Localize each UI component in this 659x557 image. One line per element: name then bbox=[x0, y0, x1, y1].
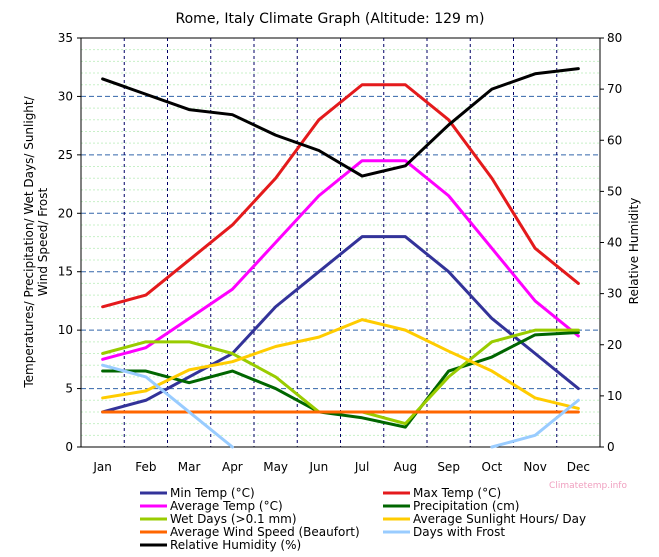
right-tick-label: 70 bbox=[607, 82, 622, 96]
left-axis-title-line1: Temperatures/ Precipitation/ Wet Days/ S… bbox=[22, 95, 36, 388]
grid bbox=[81, 38, 600, 447]
legend-label: Average Temp (°C) bbox=[170, 499, 283, 513]
legend-label: Wet Days (>0.1 mm) bbox=[170, 512, 297, 526]
x-tick-label: Oct bbox=[482, 460, 503, 474]
right-tick-label: 30 bbox=[607, 287, 622, 301]
left-tick-label: 35 bbox=[58, 31, 73, 45]
x-tick-label: Dec bbox=[567, 460, 590, 474]
series-line bbox=[101, 363, 580, 449]
series-line bbox=[101, 330, 580, 429]
left-tick-label: 30 bbox=[58, 89, 73, 103]
right-tick-label: 60 bbox=[607, 133, 622, 147]
series-line bbox=[101, 318, 580, 410]
legend-label: Average Wind Speed (Beaufort) bbox=[170, 525, 360, 539]
right-tick-label: 20 bbox=[607, 338, 622, 352]
left-axis-ticks: 0 5 10 15 20 25 30 35 bbox=[58, 31, 81, 454]
x-tick-label: Feb bbox=[135, 460, 156, 474]
left-tick-label: 15 bbox=[58, 265, 73, 279]
series-line bbox=[101, 83, 580, 309]
left-tick-label: 20 bbox=[58, 206, 73, 220]
legend-label: Min Temp (°C) bbox=[170, 486, 255, 500]
right-tick-label: 0 bbox=[607, 440, 615, 454]
x-tick-label: Jun bbox=[309, 460, 329, 474]
x-tick-label: Mar bbox=[178, 460, 201, 474]
right-tick-label: 80 bbox=[607, 31, 622, 45]
x-tick-label: Jan bbox=[92, 460, 112, 474]
x-tick-label: Sep bbox=[437, 460, 460, 474]
right-tick-label: 40 bbox=[607, 236, 622, 250]
legend-label: Average Sunlight Hours/ Day bbox=[413, 512, 586, 526]
series-line bbox=[101, 67, 580, 178]
right-axis-title: Relative Humidity bbox=[627, 198, 641, 305]
series-lines bbox=[101, 67, 580, 449]
legend-label: Max Temp (°C) bbox=[413, 486, 501, 500]
legend: Min Temp (°C) Max Temp (°C) Average Temp (… bbox=[140, 486, 586, 552]
left-tick-label: 25 bbox=[58, 148, 73, 162]
watermark: Climatetemp.info bbox=[549, 481, 627, 491]
x-axis-ticks: Jan Feb Mar Apr May Jun Jul Aug Sep Oct Nov Dec bbox=[92, 460, 590, 474]
x-tick-label: Jul bbox=[354, 460, 369, 474]
legend-label: Precipitation (cm) bbox=[413, 499, 519, 513]
x-tick-label: Nov bbox=[523, 460, 546, 474]
legend-label: Relative Humidity (%) bbox=[170, 538, 301, 552]
left-axis-title-line2: Wind Speed/ Frost bbox=[36, 187, 50, 296]
legend-label: Days with Frost bbox=[413, 525, 505, 539]
chart-title: Rome, Italy Climate Graph (Altitude: 129… bbox=[176, 11, 485, 27]
x-tick-label: Aug bbox=[394, 460, 417, 474]
right-tick-label: 10 bbox=[607, 389, 622, 403]
series-line bbox=[101, 159, 580, 361]
left-tick-label: 0 bbox=[65, 440, 73, 454]
left-tick-label: 10 bbox=[58, 323, 73, 337]
right-tick-label: 50 bbox=[607, 184, 622, 198]
x-tick-label: Apr bbox=[222, 460, 243, 474]
x-tick-label: May bbox=[263, 460, 288, 474]
left-tick-label: 5 bbox=[65, 382, 73, 396]
right-axis-ticks: 0 10 20 30 40 50 60 70 80 bbox=[600, 31, 622, 454]
